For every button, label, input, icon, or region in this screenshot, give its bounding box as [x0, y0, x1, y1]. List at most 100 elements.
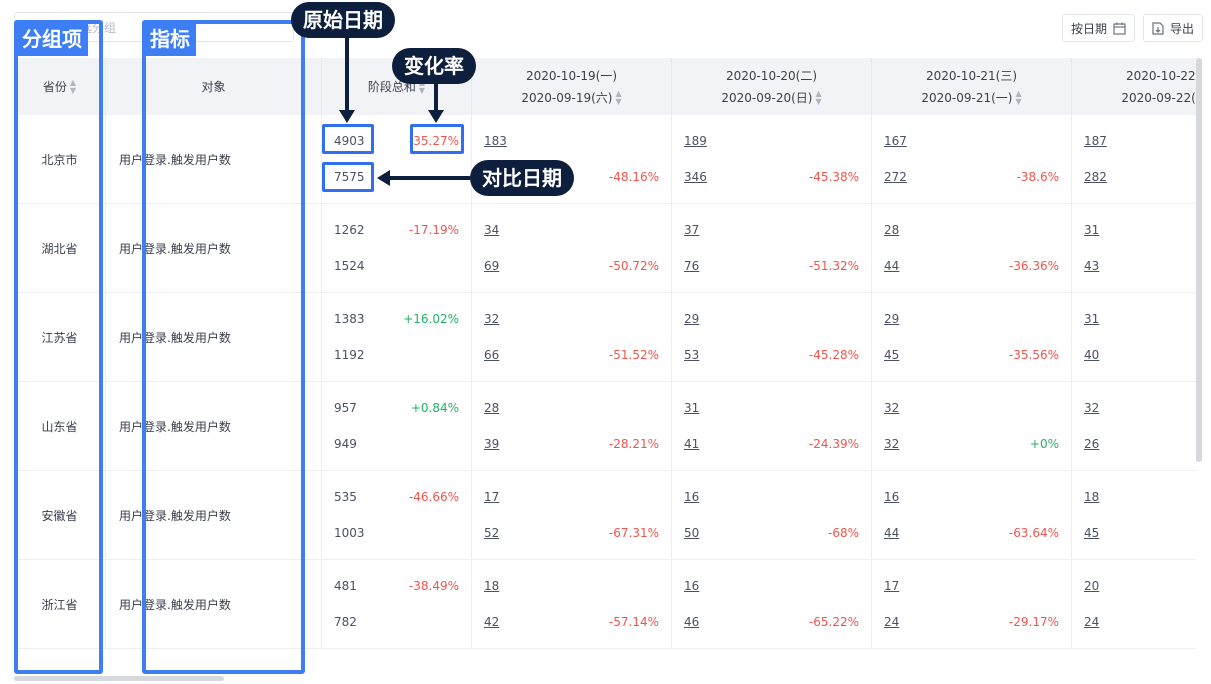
day-original-value-link[interactable]: 18: [1084, 490, 1100, 504]
day-compare-value-link[interactable]: 44: [884, 259, 900, 273]
day-original-value-link[interactable]: 16: [884, 490, 900, 504]
compare-value: 7575: [334, 170, 365, 184]
province-cell: 山东省: [14, 382, 106, 471]
day-change-rate: +0%: [1029, 437, 1059, 451]
day-compare-value-link[interactable]: 346: [684, 170, 707, 184]
object-name: 用户登录.触发用户数: [119, 242, 231, 256]
by-date-label: 按日期: [1070, 21, 1107, 36]
sort-icon[interactable]: ▲▼: [615, 88, 622, 106]
day-original-value-link[interactable]: 189: [684, 134, 707, 148]
header-date-column[interactable]: 2020-10-20(二) 2020-09-20(日) ▲ ▼: [672, 58, 872, 115]
province-cell: 浙江省: [14, 560, 106, 649]
object-name: 用户登录.触发用户数: [119, 331, 231, 345]
day-compare-value-link[interactable]: 32: [884, 437, 900, 451]
day-compare-value-link[interactable]: 50: [684, 526, 700, 540]
day-compare-value-link[interactable]: 42: [484, 615, 500, 629]
day-compare-value-link[interactable]: 44: [884, 526, 900, 540]
object-cell: 用户登录.触发用户数: [106, 382, 322, 471]
province-name: 安徽省: [41, 509, 78, 523]
day-original-value-link[interactable]: 28: [884, 223, 900, 237]
day-original-value-link[interactable]: 29: [684, 312, 700, 326]
change-rate: -38.49%: [408, 579, 459, 593]
object-name: 用户登录.触发用户数: [119, 420, 231, 434]
change-rate: -46.66%: [408, 490, 459, 504]
day-original-value-link[interactable]: 17: [484, 490, 500, 504]
header-compare-date: 2020-09-19(六): [521, 90, 613, 105]
day-original-value-link[interactable]: 31: [1084, 223, 1100, 237]
day-original-value-link[interactable]: 28: [484, 401, 500, 415]
day-compare-value-link[interactable]: 66: [484, 348, 500, 362]
by-date-button[interactable]: 按日期: [1061, 14, 1135, 42]
day-original-value-link[interactable]: 187: [1084, 134, 1107, 148]
day-original-value-link[interactable]: 16: [684, 490, 700, 504]
day-original-value-link[interactable]: 31: [1084, 312, 1100, 326]
sort-icon[interactable]: ▲▼: [69, 77, 77, 95]
day-cell: 29 53 -45.28%: [672, 293, 872, 382]
compare-value: 1003: [334, 526, 365, 540]
day-compare-value-link[interactable]: 43: [1084, 259, 1100, 273]
sort-icon[interactable]: ▲▼: [815, 88, 822, 106]
day-compare-value-link[interactable]: 46: [684, 615, 700, 629]
day-original-value-link[interactable]: 18: [484, 579, 500, 593]
object-name: 用户登录.触发用户数: [119, 598, 231, 612]
day-compare-value-link[interactable]: 26: [1084, 437, 1100, 451]
header-date-column[interactable]: 2020-10-19(一) 2020-09-19(六) ▲ ▼: [472, 58, 672, 115]
province-cell: 安徽省: [14, 471, 106, 560]
day-change-rate: -45.38%: [808, 170, 859, 184]
day-cell: 32 32 +0%: [872, 382, 1072, 471]
province-name: 浙江省: [41, 598, 78, 612]
export-button[interactable]: 导出: [1142, 14, 1203, 42]
stage-total-cell: 957 949 +0.84%: [322, 382, 472, 471]
original-value: 957: [334, 401, 357, 415]
day-cell: 20 24: [1072, 560, 1196, 649]
day-cell: 18 42 -57.14%: [472, 560, 672, 649]
header-province[interactable]: 省份 ▲ ▼: [14, 58, 106, 115]
day-original-value-link[interactable]: 183: [484, 134, 507, 148]
header-date: 2020-10-20(二): [725, 68, 818, 83]
object-cell: 用户登录.触发用户数: [106, 115, 322, 204]
day-original-value-link[interactable]: 34: [484, 223, 500, 237]
day-compare-value-link[interactable]: 52: [484, 526, 500, 540]
day-compare-value-link[interactable]: 40: [1084, 348, 1100, 362]
day-original-value-link[interactable]: 32: [1084, 401, 1100, 415]
day-compare-value-link[interactable]: 45: [1084, 526, 1100, 540]
day-change-rate: -45.28%: [808, 348, 859, 362]
day-change-rate: -28.21%: [608, 437, 659, 451]
arrow-original-head: [339, 110, 355, 123]
day-original-value-link[interactable]: 32: [484, 312, 500, 326]
day-compare-value-link[interactable]: 53: [684, 348, 700, 362]
header-date-column[interactable]: 2020-10-21(三) 2020-09-21(一) ▲ ▼: [872, 58, 1072, 115]
header-compare-date: 2020-09-22(二): [1121, 90, 1196, 105]
day-original-value-link[interactable]: 31: [684, 401, 700, 415]
day-original-value-link[interactable]: 167: [884, 134, 907, 148]
day-compare-value-link[interactable]: 272: [884, 170, 907, 184]
day-compare-value-link[interactable]: 45: [884, 348, 900, 362]
header-date-column[interactable]: 2020-10-22(四)2020-09-22(二)▲▼: [1072, 58, 1196, 115]
day-cell: 189 346 -45.38%: [672, 115, 872, 204]
arrow-rate-head: [428, 110, 444, 123]
day-compare-value-link[interactable]: 282: [1084, 170, 1107, 184]
horizontal-scrollbar[interactable]: [14, 676, 224, 681]
day-compare-value-link[interactable]: 24: [884, 615, 900, 629]
day-original-value-link[interactable]: 29: [884, 312, 900, 326]
day-cell: 17 52 -67.31%: [472, 471, 672, 560]
compare-value: 949: [334, 437, 357, 451]
day-compare-value-link[interactable]: 39: [484, 437, 500, 451]
day-original-value-link[interactable]: 32: [884, 401, 900, 415]
sort-icon[interactable]: ▲▼: [1015, 88, 1022, 106]
group-annotation-label: 分组项: [16, 22, 88, 56]
day-change-rate: -38.6%: [1016, 170, 1059, 184]
day-compare-value-link[interactable]: 76: [684, 259, 700, 273]
day-original-value-link[interactable]: 20: [1084, 579, 1100, 593]
day-compare-value-link[interactable]: 24: [1084, 615, 1100, 629]
province-name: 北京市: [41, 153, 78, 167]
day-compare-value-link[interactable]: 69: [484, 259, 500, 273]
day-compare-value-link[interactable]: 41: [684, 437, 700, 451]
vertical-scrollbar[interactable]: [1196, 58, 1202, 462]
day-original-value-link[interactable]: 37: [684, 223, 700, 237]
day-original-value-link[interactable]: 16: [684, 579, 700, 593]
day-change-rate: -29.17%: [1008, 615, 1059, 629]
day-original-value-link[interactable]: 17: [884, 579, 900, 593]
object-cell: 用户登录.触发用户数: [106, 293, 322, 382]
